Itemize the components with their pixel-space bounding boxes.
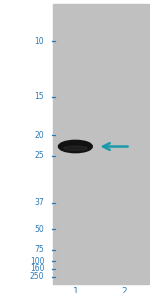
Text: 50: 50 — [34, 225, 44, 234]
Text: 10: 10 — [35, 37, 44, 45]
Text: 160: 160 — [30, 265, 44, 273]
Text: 250: 250 — [30, 272, 44, 281]
Text: 1: 1 — [72, 287, 78, 293]
Text: 2: 2 — [122, 287, 127, 293]
Text: 25: 25 — [35, 151, 44, 160]
Text: 100: 100 — [30, 257, 44, 266]
Ellipse shape — [58, 140, 92, 153]
Text: 20: 20 — [35, 131, 44, 140]
Text: 15: 15 — [35, 92, 44, 101]
Text: 75: 75 — [34, 245, 44, 254]
Text: 37: 37 — [34, 198, 44, 207]
Ellipse shape — [64, 146, 87, 151]
Bar — [52, 4, 149, 284]
